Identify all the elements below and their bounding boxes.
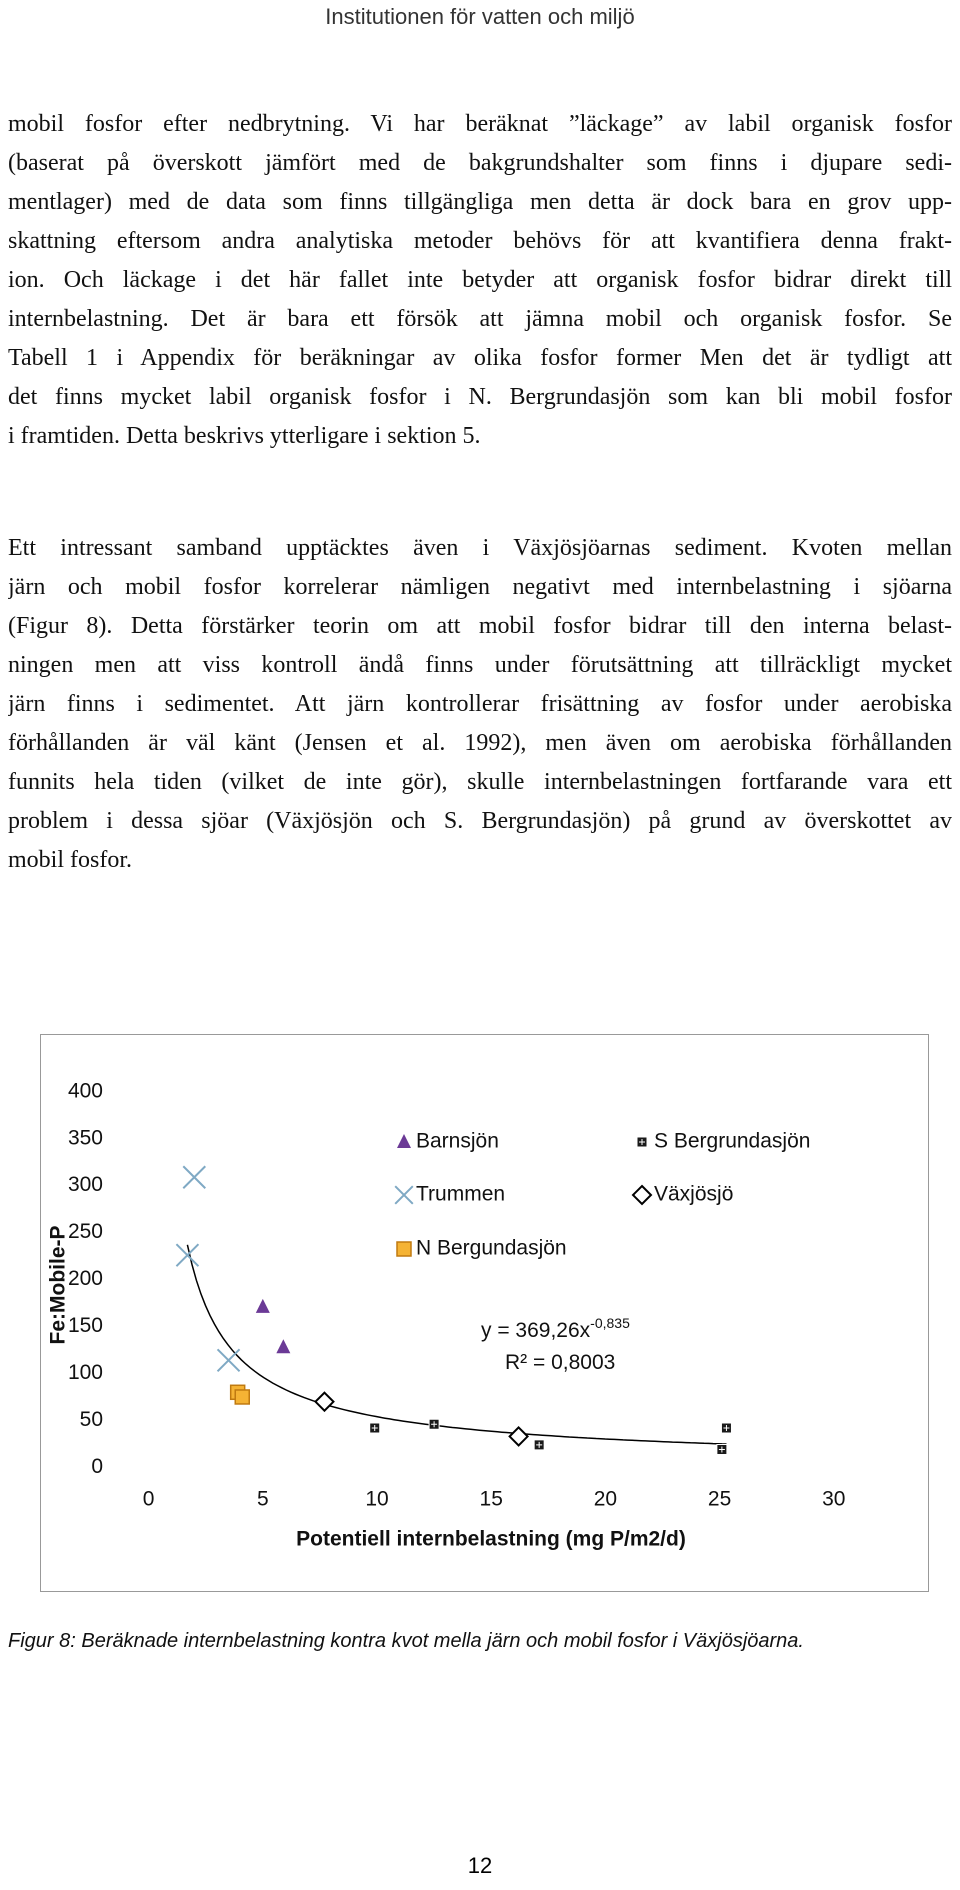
y-tick-label: 250 (68, 1220, 103, 1243)
legend-label: S Bergrundasjön (654, 1130, 810, 1153)
chart: Fe:Mobile-P Potentiell internbelastning … (47, 1079, 846, 1551)
y-axis-title: Fe:Mobile-P (47, 1226, 70, 1345)
legend-marker (636, 1136, 648, 1148)
text-line: det finns mycket labil organisk fosfor i… (8, 384, 952, 410)
paragraph: Ett intressant samband upptäcktes även i… (8, 529, 952, 880)
marker-plus-square (533, 1439, 545, 1451)
text-line: Tabell 1 i Appendix för beräkningar av o… (8, 345, 952, 371)
legend-label: Växjösjö (654, 1183, 733, 1206)
y-tick-label: 50 (80, 1408, 103, 1431)
y-tick-label: 150 (68, 1314, 103, 1337)
x-tick-label: 20 (594, 1488, 617, 1511)
marker-plus-square (428, 1418, 440, 1430)
legend-marker (396, 1241, 412, 1257)
page-number: 12 (467, 1853, 493, 1878)
paragraph: mobil fosfor efter nedbrytning. Vi har b… (8, 105, 952, 456)
text-line: mobil fosfor. (8, 847, 132, 873)
y-tick-label: 100 (68, 1361, 103, 1384)
legend-marker (394, 1185, 414, 1205)
equation: y = 369,26x (481, 1319, 591, 1342)
legend-label: N Bergundasjön (416, 1237, 567, 1260)
marker-square (234, 1389, 250, 1405)
text-line: ion. Och läckage i det här fallet inte b… (8, 267, 952, 293)
marker-plus-square (369, 1422, 381, 1434)
x-tick-label: 10 (365, 1488, 388, 1511)
text-line: mentlager) med de data som finns tillgän… (8, 189, 952, 215)
marker-plus-square (720, 1422, 732, 1434)
text-line: järn och mobil fosfor korrelerar nämlige… (8, 574, 952, 600)
y-tick-label: 0 (91, 1455, 103, 1478)
page-header: Institutionen för vatten och miljö (325, 4, 635, 29)
x-axis-title: Potentiell internbelastning (mg P/m2/d) (296, 1528, 686, 1551)
equation-exponent: -0,835 (590, 1315, 630, 1331)
marker-plus-square (716, 1444, 728, 1456)
text-line: internbelastning. Det är bara ett försök… (8, 306, 952, 332)
marker-diamond (314, 1391, 335, 1413)
text-line: skattning eftersom andra analytiska meto… (8, 228, 952, 254)
trendline-r2: R² = 0,8003 (505, 1351, 615, 1374)
text-line: Ett intressant samband upptäcktes även i… (8, 535, 952, 561)
legend-marker (397, 1134, 411, 1148)
x-tick-label: 0 (143, 1488, 155, 1511)
text-line: järn finns i sedimentet. Att järn kontro… (8, 691, 952, 717)
legend-marker (631, 1184, 653, 1206)
marker-triangle (276, 1339, 291, 1354)
y-tick-label: 200 (68, 1267, 103, 1290)
marker-x (175, 1243, 200, 1267)
marker-x (182, 1165, 206, 1189)
y-tick-label: 300 (68, 1173, 103, 1196)
text-line: (Figur 8). Detta förstärker teorin om at… (8, 613, 952, 639)
x-tick-label: 5 (257, 1488, 269, 1511)
figure-caption: Figur 8: Beräknade internbelastning kont… (8, 1630, 804, 1652)
figure: Fe:Mobile-P Potentiell internbelastning … (40, 1034, 929, 1592)
y-tick-label: 350 (68, 1126, 103, 1149)
x-tick-label: 30 (822, 1488, 845, 1511)
text-line: i framtiden. Detta beskrivs ytterligare … (8, 423, 481, 449)
text-line: ningen men att viss kontroll ändå finns … (8, 652, 952, 678)
text-line: förhållanden är väl känt (Jensen et al. … (8, 730, 952, 756)
y-tick-label: 400 (68, 1079, 103, 1102)
trendline-equation: y = 369,26x-0,835 (481, 1315, 630, 1342)
trendline (186, 1244, 727, 1445)
legend-label: Trummen (416, 1183, 505, 1206)
marker-diamond (508, 1425, 530, 1447)
text-line: mobil fosfor efter nedbrytning. Vi har b… (8, 111, 952, 137)
text-line: (baserat på överskott jämfört med de bak… (8, 150, 952, 176)
text-line: problem i dessa sjöar (Växjösjön och S. … (8, 808, 952, 834)
x-tick-label: 15 (480, 1488, 503, 1511)
text-line: funnits hela tiden (vilket de inte gör),… (8, 769, 952, 795)
legend-label: Barnsjön (416, 1130, 499, 1153)
marker-x (216, 1348, 241, 1373)
x-tick-label: 25 (708, 1488, 731, 1511)
marker-triangle (255, 1298, 270, 1313)
